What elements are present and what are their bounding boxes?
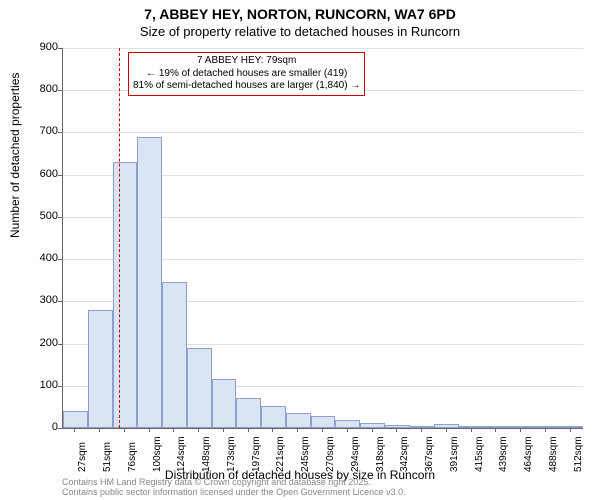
ytick-mark [58, 48, 62, 49]
ytick-label: 800 [18, 83, 58, 95]
ytick-mark [58, 344, 62, 345]
xtick-label: 318sqm [375, 436, 386, 472]
histogram-bar [533, 426, 558, 428]
histogram-bar [113, 162, 138, 428]
histogram-bar [360, 423, 385, 428]
xtick-mark [471, 428, 472, 432]
histogram-bar [63, 411, 88, 428]
xtick-label: 245sqm [300, 436, 311, 472]
histogram-bar [88, 310, 113, 428]
xtick-mark [272, 428, 273, 432]
xtick-label: 100sqm [152, 436, 163, 472]
ytick-label: 500 [18, 210, 58, 222]
plot-area: 7 ABBEY HEY: 79sqm← 19% of detached hous… [62, 48, 583, 429]
xtick-label: 512sqm [573, 436, 584, 472]
xtick-label: 173sqm [226, 436, 237, 472]
xtick-mark [297, 428, 298, 432]
xtick-label: 197sqm [251, 436, 262, 472]
xtick-label: 294sqm [350, 436, 361, 472]
chart-container: 7, ABBEY HEY, NORTON, RUNCORN, WA7 6PD S… [0, 0, 600, 500]
chart-title-main: 7, ABBEY HEY, NORTON, RUNCORN, WA7 6PD [0, 6, 600, 22]
xtick-mark [173, 428, 174, 432]
xtick-mark [198, 428, 199, 432]
xtick-label: 342sqm [399, 436, 410, 472]
footer-line1: Contains HM Land Registry data © Crown c… [62, 477, 371, 487]
xtick-mark [248, 428, 249, 432]
ytick-label: 400 [18, 252, 58, 264]
xtick-mark [347, 428, 348, 432]
histogram-bar [261, 406, 286, 428]
ytick-label: 100 [18, 379, 58, 391]
histogram-bar [459, 426, 484, 428]
xtick-label: 391sqm [449, 436, 460, 472]
xtick-label: 221sqm [275, 436, 286, 472]
gridline [63, 48, 583, 49]
histogram-bar [434, 424, 459, 428]
ytick-mark [58, 428, 62, 429]
xtick-label: 464sqm [523, 436, 534, 472]
xtick-mark [124, 428, 125, 432]
xtick-label: 148sqm [201, 436, 212, 472]
xtick-label: 124sqm [176, 436, 187, 472]
xtick-mark [446, 428, 447, 432]
footer-line2: Contains public sector information licen… [62, 487, 406, 497]
ytick-label: 700 [18, 125, 58, 137]
ytick-mark [58, 301, 62, 302]
histogram-bar [311, 416, 336, 428]
histogram-bar [286, 413, 311, 428]
histogram-bar [162, 282, 187, 428]
ytick-label: 0 [18, 421, 58, 433]
xtick-mark [223, 428, 224, 432]
ytick-mark [58, 386, 62, 387]
xtick-label: 367sqm [424, 436, 435, 472]
histogram-bar [137, 137, 162, 428]
ytick-label: 600 [18, 168, 58, 180]
xtick-mark [570, 428, 571, 432]
footer-text: Contains HM Land Registry data © Crown c… [62, 478, 406, 498]
xtick-mark [99, 428, 100, 432]
histogram-bar [236, 398, 261, 428]
xtick-label: 270sqm [325, 436, 336, 472]
xtick-label: 415sqm [474, 436, 485, 472]
histogram-bar [335, 420, 360, 428]
ytick-mark [58, 259, 62, 260]
gridline [63, 132, 583, 133]
xtick-label: 488sqm [548, 436, 559, 472]
ytick-mark [58, 90, 62, 91]
xtick-mark [372, 428, 373, 432]
marker-line [119, 48, 120, 428]
xtick-mark [396, 428, 397, 432]
chart-title-sub: Size of property relative to detached ho… [0, 24, 600, 39]
xtick-mark [545, 428, 546, 432]
ytick-mark [58, 132, 62, 133]
ytick-mark [58, 217, 62, 218]
ytick-mark [58, 175, 62, 176]
xtick-label: 439sqm [498, 436, 509, 472]
xtick-mark [495, 428, 496, 432]
annotation-box: 7 ABBEY HEY: 79sqm← 19% of detached hous… [128, 52, 365, 96]
histogram-bar [558, 426, 583, 428]
xtick-mark [322, 428, 323, 432]
xtick-mark [149, 428, 150, 432]
xtick-mark [421, 428, 422, 432]
ytick-label: 200 [18, 337, 58, 349]
histogram-bar [187, 348, 212, 428]
ytick-label: 900 [18, 41, 58, 53]
xtick-mark [520, 428, 521, 432]
xtick-mark [74, 428, 75, 432]
histogram-bar [212, 379, 237, 428]
ytick-label: 300 [18, 294, 58, 306]
